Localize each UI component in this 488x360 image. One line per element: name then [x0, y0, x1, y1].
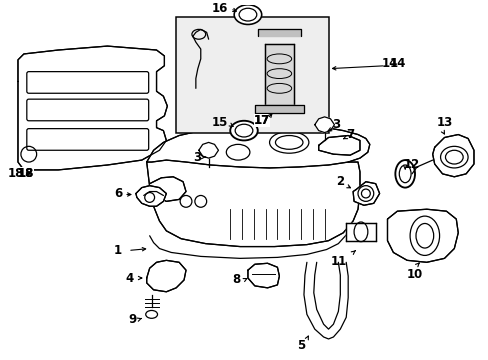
- Ellipse shape: [230, 121, 257, 140]
- Text: 16: 16: [0, 359, 1, 360]
- Polygon shape: [146, 260, 185, 292]
- Text: 17: 17: [253, 114, 269, 127]
- Text: 3: 3: [332, 118, 340, 131]
- Text: 2: 2: [335, 175, 344, 188]
- Polygon shape: [146, 125, 369, 168]
- Text: 11: 11: [329, 255, 346, 269]
- Text: 7: 7: [346, 128, 354, 141]
- FancyBboxPatch shape: [27, 129, 148, 150]
- Text: 18: 18: [18, 167, 34, 180]
- Polygon shape: [257, 30, 301, 36]
- Text: 14: 14: [381, 57, 397, 70]
- Text: 17: 17: [253, 114, 269, 127]
- Ellipse shape: [361, 189, 369, 198]
- Text: 6: 6: [114, 187, 122, 200]
- Polygon shape: [432, 135, 473, 177]
- Text: 3: 3: [192, 150, 201, 164]
- Polygon shape: [318, 135, 359, 155]
- Polygon shape: [146, 162, 359, 247]
- Text: 18: 18: [7, 167, 24, 180]
- Text: 10: 10: [406, 268, 422, 281]
- Text: 13: 13: [436, 116, 452, 129]
- FancyBboxPatch shape: [27, 72, 148, 93]
- Text: 12: 12: [403, 158, 419, 171]
- Polygon shape: [199, 143, 218, 158]
- Text: 9: 9: [128, 313, 137, 326]
- Polygon shape: [314, 117, 334, 132]
- Text: 18: 18: [18, 167, 34, 180]
- Ellipse shape: [234, 5, 261, 24]
- Bar: [176, 17, 328, 132]
- Polygon shape: [18, 46, 167, 170]
- Polygon shape: [254, 105, 304, 113]
- Text: 14: 14: [388, 57, 405, 70]
- Polygon shape: [352, 182, 379, 205]
- Text: 4: 4: [125, 271, 134, 284]
- Polygon shape: [247, 263, 279, 288]
- Text: 8: 8: [231, 274, 240, 287]
- Ellipse shape: [145, 310, 157, 318]
- Text: 15: 15: [211, 116, 228, 129]
- Text: 1: 1: [114, 244, 122, 257]
- FancyBboxPatch shape: [27, 99, 148, 121]
- Text: 16: 16: [211, 2, 228, 15]
- Polygon shape: [136, 186, 166, 206]
- Polygon shape: [386, 209, 457, 262]
- Polygon shape: [149, 177, 185, 201]
- Text: 5: 5: [296, 339, 305, 352]
- Polygon shape: [264, 44, 293, 105]
- Polygon shape: [346, 223, 375, 241]
